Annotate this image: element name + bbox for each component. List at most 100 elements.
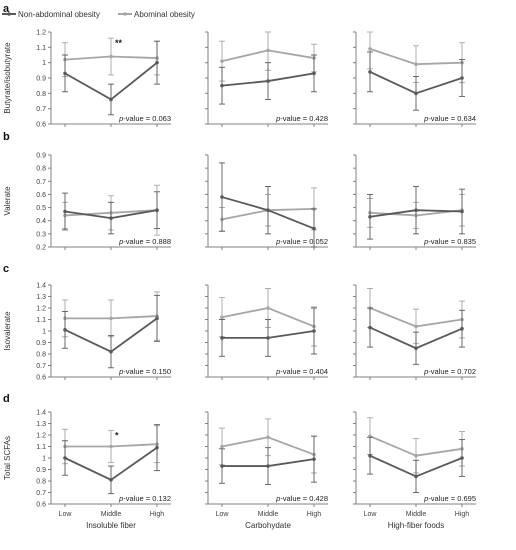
y-tick-label: 0.6 [36, 122, 46, 129]
panel-d: d Total SCFAs 0.6 0.7 0.8 0.9 1 1.1 1.2 1.3 1.4 Low… [3, 393, 476, 530]
p-value-number: -value = 0.835 [428, 237, 476, 246]
y-tick-label: 1 [42, 329, 46, 336]
series-abdominal [367, 31, 465, 84]
y-tick-label: 1.3 [36, 421, 46, 428]
y-tick-label: 0.7 [36, 363, 46, 370]
y-tick-label: 0.8 [36, 352, 46, 359]
data-point [63, 209, 67, 214]
x-tick-label: Low [216, 511, 230, 518]
p-value-label: p-value = 0.835 [423, 237, 476, 246]
series-non-abdominal [219, 54, 317, 105]
data-point [109, 216, 113, 220]
data-point [266, 79, 270, 83]
data-point [220, 59, 224, 63]
data-point [220, 195, 224, 199]
series-non-abdominal [62, 424, 160, 495]
series-non-abdominal [62, 191, 160, 235]
data-point [109, 478, 113, 482]
data-point [312, 457, 316, 461]
p-value-label: p-value = 0.702 [423, 367, 476, 376]
p-value-number: -value = 0.404 [280, 367, 328, 376]
x-tick-label: Middle [406, 511, 427, 518]
data-point [266, 208, 270, 212]
p-value-p: p [275, 237, 280, 246]
data-point [414, 324, 418, 329]
data-point [368, 214, 372, 219]
data-point [63, 71, 67, 76]
legend-marker-non-abdominal [7, 12, 11, 16]
data-point [460, 76, 464, 80]
p-value-label: p-value = 0.132 [118, 494, 171, 503]
data-point [414, 208, 418, 212]
subplot-b-2: p-value = 0.052 [205, 154, 328, 250]
p-value-p: p [275, 367, 280, 376]
y-tick-label: 0.2 [36, 245, 46, 252]
panel-letter: c [3, 263, 9, 275]
p-value-number: -value = 0.132 [123, 494, 171, 503]
subplot-d-1: 0.6 0.7 0.8 0.9 1 1.1 1.2 1.3 1.4 Low Middle High In… [36, 410, 171, 530]
p-value-label: p-value = 0.634 [423, 114, 476, 123]
y-axis-label: Total SCFAs [3, 436, 12, 480]
y-tick-label: 0.9 [36, 467, 46, 474]
subplot-b-3: p-value = 0.835 [353, 154, 476, 250]
y-tick-label: 0.7 [36, 179, 46, 186]
series-non-abdominal [367, 307, 465, 365]
y-tick-label: 1.1 [36, 444, 46, 451]
data-point [312, 226, 316, 231]
p-value-label: p-value = 0.063 [118, 114, 171, 123]
data-point [414, 453, 418, 458]
y-tick-label: 0.3 [36, 231, 46, 238]
y-axis-label: Butyrate/isobutyrate [3, 42, 12, 114]
p-value-number: -value = 0.063 [123, 114, 171, 123]
y-tick-label: 0.6 [36, 502, 46, 509]
p-value-p: p [275, 114, 280, 123]
panel-letter: d [3, 393, 10, 405]
p-value-label: p-value = 0.052 [275, 237, 328, 246]
p-value-p: p [118, 367, 123, 376]
significance-mark: ** [115, 38, 123, 48]
legend-item-abdominal: Abominal obesity [118, 10, 195, 19]
data-point [63, 456, 67, 460]
p-value-p: p [118, 494, 123, 503]
data-point [220, 336, 224, 340]
legend-label-non-abdominal: Non-abdominal obesity [18, 10, 100, 19]
p-value-label: p-value = 0.695 [423, 494, 476, 503]
legend-marker-abdominal [123, 12, 127, 16]
data-point [368, 47, 372, 51]
y-axis-label: Valerate [3, 186, 12, 216]
data-point [460, 326, 464, 331]
y-tick-label: 1.4 [36, 283, 46, 290]
series-abdominal [62, 291, 160, 341]
p-value-p: p [423, 494, 428, 503]
p-value-number: -value = 0.428 [280, 494, 328, 503]
series-abdominal [62, 425, 160, 465]
subplot-b-1: 0.2 0.3 0.4 0.5 0.6 0.7 0.8 0.9 p-value = 0.888 [36, 153, 171, 252]
x-tick-label: Middle [101, 511, 122, 518]
p-value-label: p-value = 0.428 [275, 494, 328, 503]
subplot-c-1: 0.6 0.7 0.8 0.9 1 1.1 1.2 1.3 1.4 p-value = 0.150 [36, 283, 171, 382]
p-value-number: -value = 0.702 [428, 367, 476, 376]
y-tick-label: 0.9 [36, 340, 46, 347]
legend-label-abdominal: Abominal obesity [134, 10, 195, 19]
y-tick-label: 1.1 [36, 317, 46, 324]
p-value-number: -value = 0.052 [280, 237, 328, 246]
y-axis-label: Isovalerate [3, 311, 12, 351]
data-point [368, 70, 372, 74]
x-tick-label: Middle [258, 511, 279, 518]
data-point [109, 316, 113, 321]
series-non-abdominal [62, 40, 160, 116]
panels: a Butyrate/isobutyrate 0.6 0.7 0.8 0.9 1 1.1 1.2… [3, 3, 476, 530]
data-point [266, 48, 270, 53]
y-tick-label: 1 [42, 60, 46, 67]
p-value-label: p-value = 0.404 [275, 367, 328, 376]
data-point [368, 453, 372, 458]
data-point [266, 464, 270, 468]
x-axis-label: High-fiber foods [388, 521, 444, 530]
panel-a: a Butyrate/isobutyrate 0.6 0.7 0.8 0.9 1 1.1 1.2… [3, 3, 476, 129]
p-value-number: -value = 0.428 [280, 114, 328, 123]
data-point [460, 209, 464, 214]
data-point [63, 328, 67, 332]
x-axis-label: Insoluble fiber [86, 521, 136, 530]
p-value-p: p [423, 237, 428, 246]
